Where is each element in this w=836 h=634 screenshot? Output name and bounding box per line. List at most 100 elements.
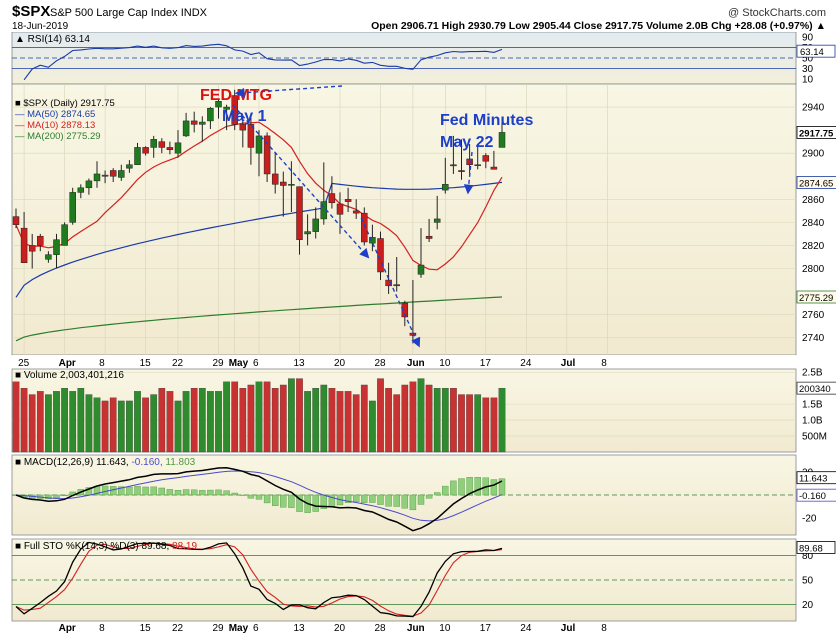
volume-bar [450,388,457,453]
axis-top-label: 24 [520,358,532,369]
volume-bar [53,391,60,453]
candle-body [158,141,166,148]
ma50-line [15,181,503,298]
volume-bar [150,394,158,453]
stochastic-panel: 80 50 20 ■ Full STO %K(14,3) %D(3) 89.68, 8… [11,538,836,622]
axis-top-label: 8 [601,358,607,369]
candle-body [271,173,279,185]
candle-body [255,135,263,154]
rsi-value-tag: 63.14 [800,47,824,58]
macd-histogram-bar [126,486,133,496]
price-legend-item: — MA(200) 2775.29 [15,131,101,142]
candle-body [385,279,392,287]
candle-body [37,235,44,246]
price-tick-label: 2800 [802,264,825,275]
macd-legend-main: ■ MACD(12,26,9) 11.643, [15,457,131,468]
volume-bar [417,378,425,453]
macd-histogram-bar [45,494,52,500]
volume-bar [61,388,68,453]
candle-body [369,237,376,244]
macd-panel: 20-20■ MACD(12,26,9) 11.643, -0.160, 11.… [11,454,836,536]
axis-top-label: 15 [140,358,152,369]
macd-histogram-bar [118,486,125,496]
volume-bar [207,391,214,453]
macd-histogram-bar [377,494,384,505]
volume-bar [360,384,368,453]
price-legend-item: ■ $SPX (Daily) 2917.75 [15,98,115,109]
price-tick-label: 2760 [802,310,825,321]
macd-histogram-bar [239,494,247,496]
sto-tick-label: 50 [802,576,814,587]
volume-bar [369,400,376,453]
price-tick-label: 2840 [802,218,825,229]
axis-bottom-label: Apr [59,623,76,634]
macd-legend: ■ MACD(12,26,9) 11.643, -0.160, 11.803 [15,457,196,468]
volume-bar [466,394,473,453]
axis-bottom-label: 17 [480,623,492,634]
macd-histogram-bar [344,494,352,503]
candle-body [466,158,473,165]
volume-bar [288,378,295,453]
macd-histogram-bar [434,492,441,496]
ma200-line [15,296,503,342]
candle-body [336,203,344,215]
macd-histogram-bar [401,494,408,509]
price-value-tag-box [796,290,836,304]
macd-legend-signal: -0.160, [131,457,165,468]
macd-histogram-bar [134,486,141,496]
candle-body [280,181,287,186]
candle-body [77,187,85,193]
macd-histogram-bar [450,480,457,496]
axis-bottom-label: 24 [520,623,532,634]
volume-bar [255,381,263,453]
axis-bottom-label: 13 [294,623,306,634]
volume-bar [247,384,255,453]
macd-histogram-bar [53,494,60,498]
candle-body [126,164,133,169]
axis-top-label: May [229,358,249,369]
volume-bar [304,391,311,453]
rsi-tick-label: 90 [802,33,814,44]
axis-top-label: Jun [407,358,425,369]
volume-bar [312,388,320,453]
sto-k-line [15,541,503,618]
sto-tag: 89.68 [799,543,823,554]
symbol: $SPX [12,3,50,20]
axis-top-label: 22 [172,358,184,369]
macd-histogram-bar [263,494,271,504]
axis-bottom-label: 10 [439,623,451,634]
volume-bar [385,388,392,453]
candle-body [20,227,28,263]
candle-body [450,164,457,167]
volume-bar [352,394,360,453]
macd-histogram-bar [425,494,433,499]
axis-top-label: Jul [561,358,576,369]
axis-top-label: 13 [294,358,306,369]
candle-body [109,170,117,177]
axis-top-label: 17 [480,358,492,369]
macd-histogram-bar [199,490,206,496]
macd-histogram-bar [142,486,149,496]
macd-histogram-bar [182,489,190,496]
volume-bar [263,381,271,453]
price-tick-label: 2740 [802,333,825,344]
macd-histogram-bar [458,478,465,496]
price-value-tag-box [796,176,836,189]
volume-bar [85,394,93,453]
price-value-tag: 2775.29 [799,293,833,304]
watermark: @ StockCharts.com [728,7,826,19]
candle-body [69,192,76,223]
candle-body [215,101,222,108]
macd-histogram-bar [490,479,498,496]
axis-bottom-label: 8 [99,623,105,634]
macd-tag-box [796,471,836,485]
price-tick-label: 2860 [802,195,825,206]
volume-bar [190,388,198,453]
macd-histogram-bar [417,494,425,505]
exchange: INDX [181,7,208,19]
volume-bar [12,381,20,453]
macd-histogram-bar [61,494,68,496]
candle-body [174,142,182,154]
macd-histogram-bar [361,494,368,503]
annotation-fed-mtg: FED MTG [200,87,272,104]
